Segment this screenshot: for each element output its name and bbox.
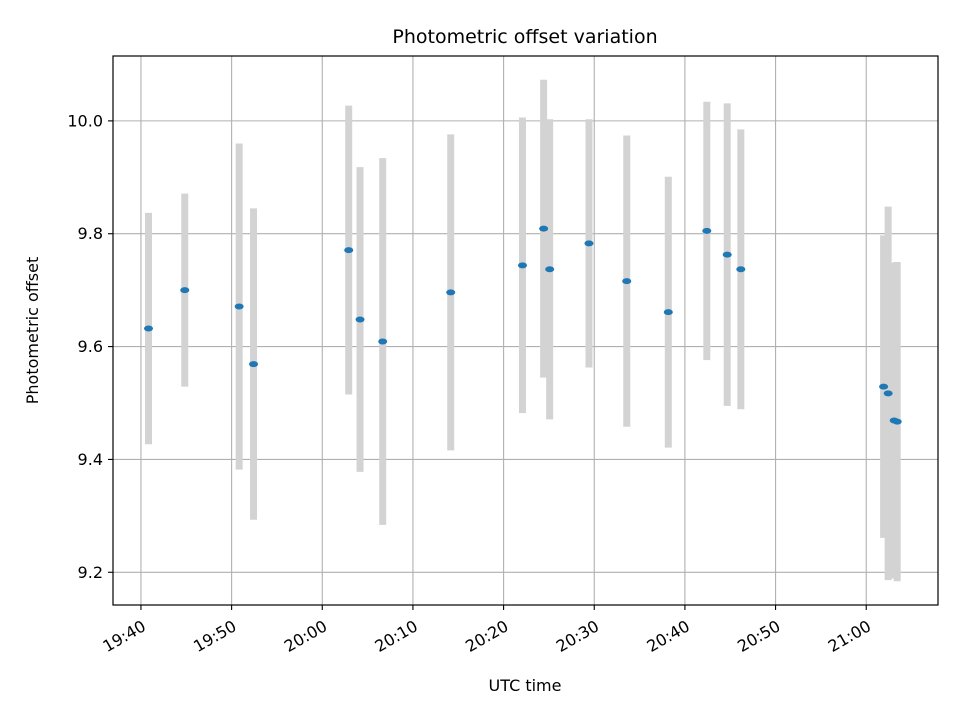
data-point xyxy=(378,338,388,345)
y-tick-label: 9.2 xyxy=(78,563,103,582)
y-tick-label: 9.4 xyxy=(78,450,103,469)
data-point xyxy=(355,316,365,323)
data-point xyxy=(663,309,673,316)
data-point xyxy=(517,262,527,269)
y-axis-label: Photometric offset xyxy=(23,257,42,405)
data-point xyxy=(545,266,555,273)
data-markers xyxy=(144,225,902,425)
data-point xyxy=(144,325,154,332)
data-point xyxy=(879,383,889,390)
y-tick-label: 10.0 xyxy=(67,111,103,130)
data-point xyxy=(446,289,456,296)
x-axis-label: UTC time xyxy=(489,676,562,695)
data-point xyxy=(344,247,354,254)
plot-frame xyxy=(112,55,939,606)
data-point xyxy=(722,251,732,258)
data-point xyxy=(539,225,549,232)
data-point xyxy=(702,227,712,234)
data-point xyxy=(883,390,893,397)
data-point xyxy=(180,287,190,294)
data-point xyxy=(622,278,632,285)
y-tick-label: 9.6 xyxy=(78,337,103,356)
data-point xyxy=(234,303,244,310)
data-point xyxy=(249,361,259,368)
chart-title: Photometric offset variation xyxy=(392,26,657,48)
data-point xyxy=(584,240,594,247)
y-tick-label: 9.8 xyxy=(78,224,103,243)
data-point xyxy=(736,266,746,273)
data-point xyxy=(892,418,902,425)
